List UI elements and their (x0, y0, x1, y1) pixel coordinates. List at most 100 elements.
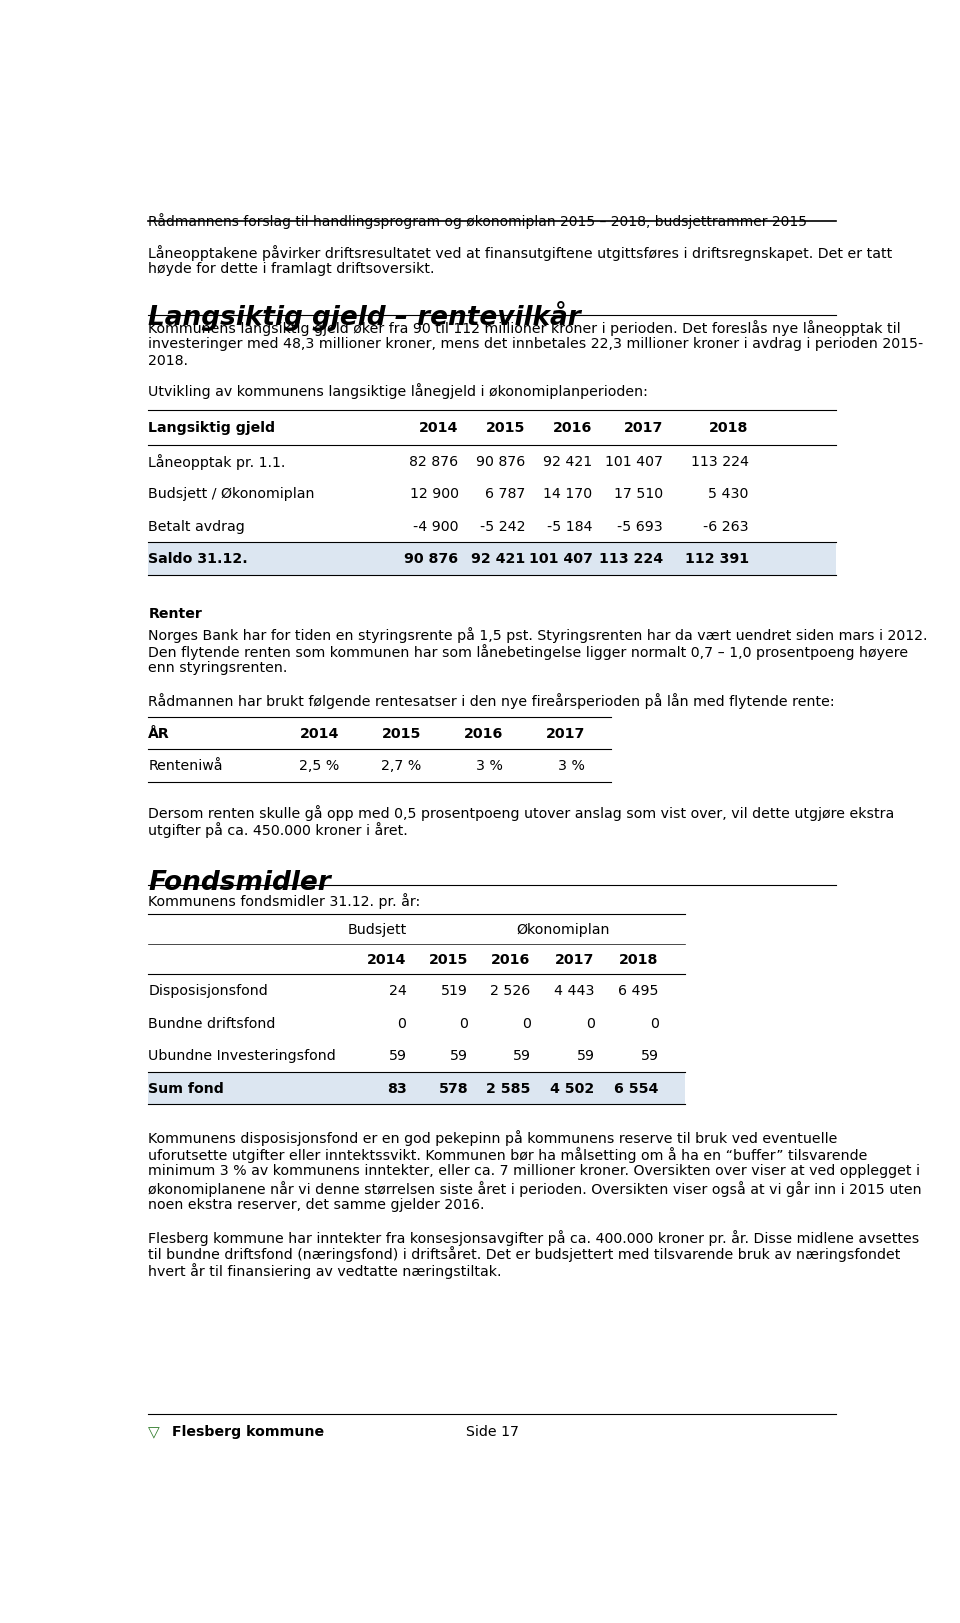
Text: 2015: 2015 (486, 420, 525, 435)
Text: Låneopptak pr. 1.1.: Låneopptak pr. 1.1. (148, 453, 286, 469)
Text: minimum 3 % av kommunens inntekter, eller ca. 7 millioner kroner. Oversikten ove: minimum 3 % av kommunens inntekter, elle… (148, 1164, 921, 1177)
Text: Side 17: Side 17 (466, 1425, 518, 1438)
Text: enn styringsrenten.: enn styringsrenten. (148, 661, 288, 674)
Text: 2 585: 2 585 (487, 1081, 531, 1096)
Text: 2 526: 2 526 (491, 984, 531, 998)
Text: investeringer med 48,3 millioner kroner, mens det innbetales 22,3 millioner kron: investeringer med 48,3 millioner kroner,… (148, 336, 924, 351)
Bar (148, 542, 836, 575)
Text: 2018: 2018 (709, 420, 749, 435)
Text: 90 876: 90 876 (404, 552, 459, 566)
Text: 90 876: 90 876 (476, 454, 525, 469)
Text: 59: 59 (577, 1048, 594, 1063)
Text: 12 900: 12 900 (410, 487, 459, 502)
Text: Langsiktig gjeld – rentevilkår: Langsiktig gjeld – rentevilkår (148, 300, 581, 331)
Text: 113 224: 113 224 (599, 552, 663, 566)
Text: 5 430: 5 430 (708, 487, 749, 502)
Text: 59: 59 (513, 1048, 531, 1063)
Text: Bundne driftsfond: Bundne driftsfond (148, 1016, 276, 1031)
Text: 92 421: 92 421 (471, 552, 525, 566)
Text: 82 876: 82 876 (409, 454, 459, 469)
Text: Langsiktig gjeld: Langsiktig gjeld (148, 420, 276, 435)
Text: økonomiplanene når vi denne størrelsen siste året i perioden. Oversikten viser o: økonomiplanene når vi denne størrelsen s… (148, 1180, 922, 1196)
Text: 4 502: 4 502 (550, 1081, 594, 1096)
Text: Økonomiplan: Økonomiplan (516, 922, 611, 936)
Text: 24: 24 (389, 984, 406, 998)
Text: utgifter på ca. 450.000 kroner i året.: utgifter på ca. 450.000 kroner i året. (148, 821, 408, 837)
Text: noen ekstra reserver, det samme gjelder 2016.: noen ekstra reserver, det samme gjelder … (148, 1198, 485, 1211)
Text: ÅR: ÅR (148, 727, 170, 740)
Text: 2018: 2018 (619, 953, 659, 967)
Text: 3 %: 3 % (558, 760, 585, 773)
Text: Budsjett / Økonomiplan: Budsjett / Økonomiplan (148, 487, 315, 502)
Text: Saldo 31.12.: Saldo 31.12. (148, 552, 248, 566)
Text: 2,7 %: 2,7 % (381, 760, 421, 773)
Text: 2014: 2014 (420, 420, 459, 435)
Text: høyde for dette i framlagt driftsoversikt.: høyde for dette i framlagt driftsoversik… (148, 261, 435, 276)
Text: -5 242: -5 242 (480, 519, 525, 534)
Bar (148, 1073, 685, 1105)
Text: ▽: ▽ (148, 1425, 160, 1440)
Text: 0: 0 (650, 1016, 659, 1031)
Text: 83: 83 (387, 1081, 406, 1096)
Text: 578: 578 (439, 1081, 468, 1096)
Text: Renter: Renter (148, 607, 203, 620)
Text: 6 495: 6 495 (618, 984, 659, 998)
Text: 2015: 2015 (429, 953, 468, 967)
Text: uforutsette utgifter eller inntektssvikt. Kommunen bør ha målsetting om å ha en : uforutsette utgifter eller inntektssvikt… (148, 1146, 868, 1162)
Text: 2,5 %: 2,5 % (300, 760, 340, 773)
Text: Kommunens fondsmidler 31.12. pr. år:: Kommunens fondsmidler 31.12. pr. år: (148, 893, 420, 907)
Text: Låneopptakene påvirker driftsresultatet ved at finansutgiftene utgittsføres i dr: Låneopptakene påvirker driftsresultatet … (148, 245, 893, 261)
Text: Ubundne Investeringsfond: Ubundne Investeringsfond (148, 1048, 336, 1063)
Text: 2017: 2017 (555, 953, 594, 967)
Text: 2015: 2015 (382, 727, 421, 740)
Text: til bundne driftsfond (næringsfond) i driftsåret. Det er budsjettert med tilsvar: til bundne driftsfond (næringsfond) i dr… (148, 1246, 900, 1261)
Text: Flesberg kommune: Flesberg kommune (172, 1425, 324, 1438)
Text: 519: 519 (442, 984, 468, 998)
Text: Flesberg kommune har inntekter fra konsesjonsavgifter på ca. 400.000 kroner pr. : Flesberg kommune har inntekter fra konse… (148, 1229, 920, 1245)
Text: Sum fond: Sum fond (148, 1081, 224, 1096)
Text: 0: 0 (586, 1016, 594, 1031)
Text: 2017: 2017 (624, 420, 663, 435)
Text: 112 391: 112 391 (684, 552, 749, 566)
Text: -5 184: -5 184 (547, 519, 592, 534)
Text: 2016: 2016 (464, 727, 503, 740)
Text: 2016: 2016 (553, 420, 592, 435)
Text: 113 224: 113 224 (690, 454, 749, 469)
Text: Fondsmidler: Fondsmidler (148, 870, 331, 896)
Text: 59: 59 (640, 1048, 659, 1063)
Text: 2014: 2014 (300, 727, 340, 740)
Text: 59: 59 (389, 1048, 406, 1063)
Text: Den flytende renten som kommunen har som lånebetingelse ligger normalt 0,7 – 1,0: Den flytende renten som kommunen har som… (148, 643, 908, 659)
Text: Renteniwå: Renteniwå (148, 760, 223, 773)
Text: -5 693: -5 693 (617, 519, 663, 534)
Text: 92 421: 92 421 (543, 454, 592, 469)
Text: Norges Bank har for tiden en styringsrente på 1,5 pst. Styringsrenten har da vær: Norges Bank har for tiden en styringsren… (148, 626, 927, 643)
Text: 0: 0 (397, 1016, 406, 1031)
Text: -6 263: -6 263 (703, 519, 749, 534)
Text: Dersom renten skulle gå opp med 0,5 prosentpoeng utover anslag som vist over, vi: Dersom renten skulle gå opp med 0,5 pros… (148, 805, 895, 821)
Text: Utvikling av kommunens langsiktige lånegjeld i økonomiplanperioden:: Utvikling av kommunens langsiktige låneg… (148, 383, 648, 399)
Text: 59: 59 (450, 1048, 468, 1063)
Text: Kommunens langsiktig gjeld øker fra 90 til 112 millioner kroner i perioden. Det : Kommunens langsiktig gjeld øker fra 90 t… (148, 320, 900, 336)
Text: 17 510: 17 510 (614, 487, 663, 502)
Text: 0: 0 (522, 1016, 531, 1031)
Text: Disposisjonsfond: Disposisjonsfond (148, 984, 268, 998)
Text: 3 %: 3 % (476, 760, 503, 773)
Text: 101 407: 101 407 (529, 552, 592, 566)
Text: 6 554: 6 554 (614, 1081, 659, 1096)
Text: 2018.: 2018. (148, 354, 188, 367)
Text: Rådmannen har brukt følgende rentesatser i den nye fireårsperioden på lån med fl: Rådmannen har brukt følgende rentesatser… (148, 691, 835, 708)
Text: 4 443: 4 443 (554, 984, 594, 998)
Text: Budsjett: Budsjett (348, 922, 406, 936)
Text: 2016: 2016 (492, 953, 531, 967)
Text: 6 787: 6 787 (485, 487, 525, 502)
Text: -4 900: -4 900 (413, 519, 459, 534)
Text: 2014: 2014 (367, 953, 406, 967)
Text: 0: 0 (459, 1016, 468, 1031)
Text: Rådmannens forslag til handlingsprogram og økonomiplan 2015 – 2018, budsjettramm: Rådmannens forslag til handlingsprogram … (148, 213, 807, 229)
Text: Betalt avdrag: Betalt avdrag (148, 519, 245, 534)
Text: Kommunens disposisjonsfond er en god pekepinn på kommunens reserve til bruk ved : Kommunens disposisjonsfond er en god pek… (148, 1130, 838, 1146)
Text: 2017: 2017 (545, 727, 585, 740)
Text: 14 170: 14 170 (543, 487, 592, 502)
Text: 101 407: 101 407 (605, 454, 663, 469)
